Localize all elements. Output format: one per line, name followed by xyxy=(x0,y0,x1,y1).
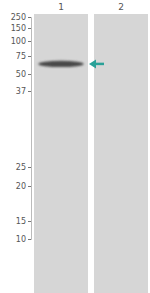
mw-label: 100 xyxy=(11,37,26,46)
mw-tick: 50 xyxy=(16,70,31,79)
mw-tick: 20 xyxy=(16,182,31,191)
lanes xyxy=(34,14,148,293)
mw-label: 15 xyxy=(16,217,26,226)
mw-tick: 15 xyxy=(16,217,31,226)
arrow xyxy=(89,59,104,68)
mw-tick: 150 xyxy=(11,24,31,33)
mw-tick-mark xyxy=(28,167,31,168)
mw-tick-mark xyxy=(28,221,31,222)
lane-tick: 2 xyxy=(118,2,124,13)
mw-label: 10 xyxy=(16,235,26,244)
mw-tick: 25 xyxy=(16,163,31,172)
mw-tick: 10 xyxy=(16,235,31,244)
mw-tick-mark xyxy=(28,186,31,187)
mw-label: 25 xyxy=(16,163,26,172)
mw-label: 150 xyxy=(11,24,26,33)
mw-label: 250 xyxy=(11,13,26,22)
mw-tick-mark xyxy=(28,17,31,18)
lane-label: 2 xyxy=(118,2,124,12)
mw-label: 20 xyxy=(16,182,26,191)
mw-tick: 250 xyxy=(11,13,31,22)
mw-tick: 75 xyxy=(16,52,31,61)
bands xyxy=(38,61,83,67)
mw-tick-mark xyxy=(28,56,31,57)
mw-tick-mark xyxy=(28,91,31,92)
arrow-head xyxy=(89,59,96,68)
mw-tick: 37 xyxy=(16,87,31,96)
band xyxy=(38,61,83,67)
lane-tick: 1 xyxy=(58,2,64,13)
mw-tick-mark xyxy=(28,74,31,75)
mw-tick-mark xyxy=(28,28,31,29)
axis-line xyxy=(28,18,32,240)
mw-label: 50 xyxy=(16,70,26,79)
mw-axis: 250 150 100 75 50 37 25 20 15 10 xyxy=(11,13,32,244)
blot-figure: 1225015010075503725201510 xyxy=(0,0,150,293)
lane-axis: 12 xyxy=(58,2,124,13)
mw-label: 37 xyxy=(16,87,26,96)
lane xyxy=(94,14,148,293)
mw-tick: 100 xyxy=(11,37,31,46)
mw-label: 75 xyxy=(16,52,26,61)
mw-tick-mark xyxy=(28,41,31,42)
lane-label: 1 xyxy=(58,2,64,12)
lane xyxy=(34,14,88,293)
mw-tick-mark xyxy=(28,239,31,240)
